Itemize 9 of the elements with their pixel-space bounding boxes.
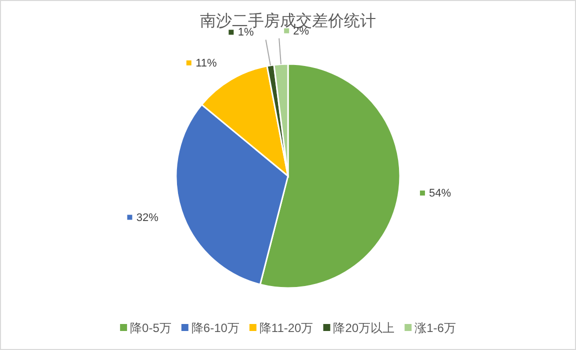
legend-label: 涨1-6万 xyxy=(414,321,456,335)
legend-label: 降6-10万 xyxy=(191,321,240,335)
legend-label: 降0-5万 xyxy=(130,321,172,335)
data-label: 54% xyxy=(428,188,452,200)
data-label: 1% xyxy=(238,26,254,39)
data-label: 32% xyxy=(136,212,159,224)
data-label: 11% xyxy=(196,57,218,70)
legend-label: 降20万以上 xyxy=(333,321,395,335)
legend-label: 降11-20万 xyxy=(259,321,314,335)
